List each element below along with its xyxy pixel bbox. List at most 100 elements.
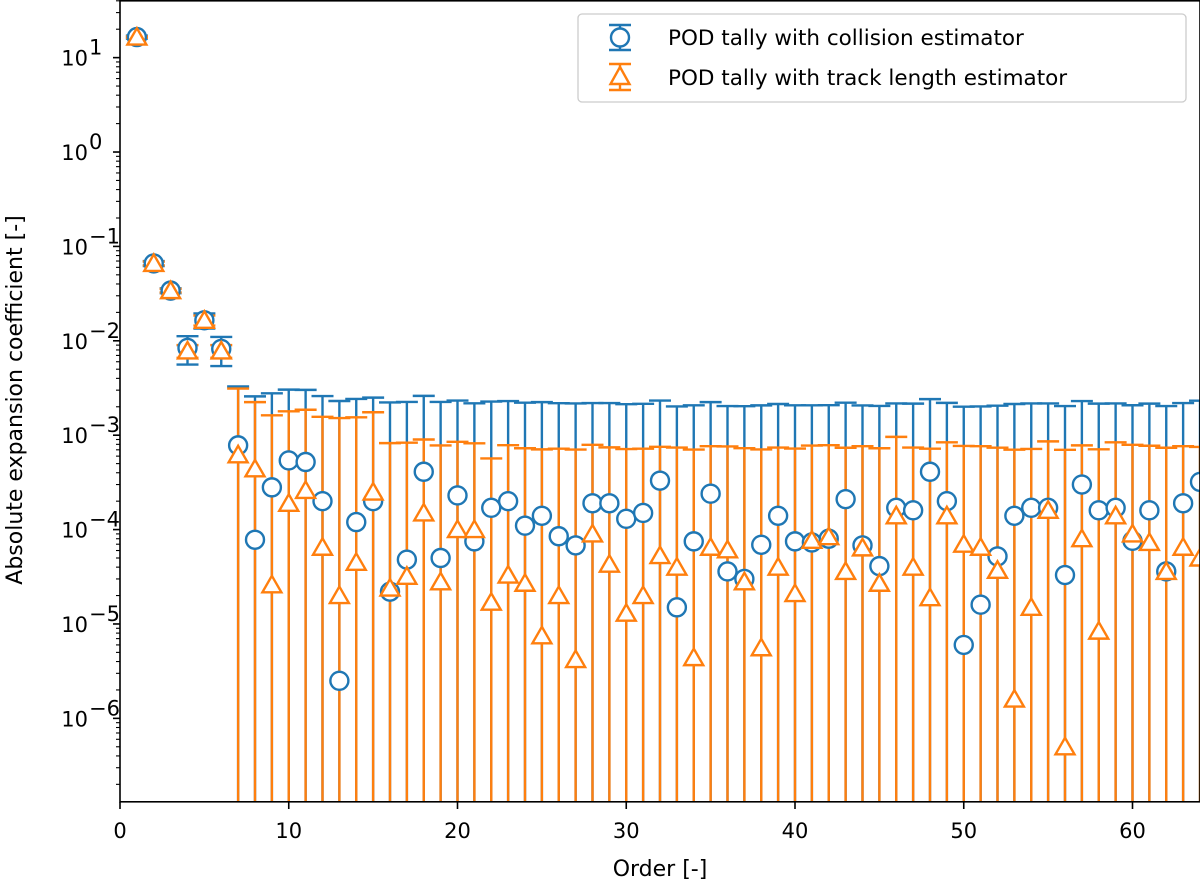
- track-errorbar: [294, 408, 317, 802]
- track-errorbar: [1155, 446, 1178, 802]
- track-point: [530, 624, 554, 645]
- collision-point: [514, 515, 536, 536]
- collision-point: [970, 594, 991, 615]
- plot-frame: [119, 0, 1200, 803]
- collision-point: [1088, 500, 1109, 521]
- track-point: [1137, 531, 1161, 552]
- collision-point: [767, 505, 789, 526]
- track-point: [344, 550, 368, 572]
- track-point: [597, 552, 621, 573]
- track-errorbar: [395, 441, 418, 802]
- collision-point: [683, 531, 704, 552]
- track-point: [496, 563, 520, 584]
- y-tick-label: 10: [61, 707, 88, 731]
- legend: POD tally with collision estimator POD t…: [577, 13, 1187, 103]
- track-point: [361, 480, 385, 501]
- collision-point: [329, 670, 350, 692]
- x-tick-label: 50: [950, 819, 977, 843]
- track-point: [192, 308, 216, 329]
- collision-errorbar: [1189, 399, 1200, 802]
- track-point: [969, 535, 993, 556]
- x-tick-label: 40: [782, 819, 809, 843]
- track-errorbar: [429, 444, 452, 802]
- y-tick-label: 10: [61, 519, 88, 543]
- track-point: [429, 570, 453, 591]
- track-point: [783, 582, 807, 603]
- track-point: [159, 279, 183, 300]
- track-errorbar: [716, 445, 739, 802]
- x-tick-label: 60: [1119, 819, 1146, 843]
- track-point: [1120, 522, 1145, 543]
- y-tick-label: 10: [61, 47, 88, 71]
- collision-point: [481, 497, 502, 519]
- collision-point: [1004, 505, 1025, 526]
- track-point: [850, 536, 875, 557]
- track-point: [327, 584, 351, 605]
- track-point: [901, 555, 925, 576]
- collision-point: [902, 500, 924, 521]
- track-point: [1053, 735, 1077, 756]
- track-point: [732, 570, 756, 591]
- track-point: [867, 571, 891, 592]
- y-tick-exponent: −1: [89, 224, 120, 248]
- collision-point: [413, 461, 434, 482]
- track-point: [479, 590, 503, 611]
- track-point: [1104, 504, 1128, 525]
- y-tick-exponent: −3: [89, 413, 120, 437]
- y-tick-exponent: 1: [89, 36, 102, 60]
- legend-box: [577, 13, 1187, 103]
- track-point: [918, 586, 942, 607]
- track-errorbar: [784, 447, 806, 802]
- collision-point: [632, 502, 654, 524]
- collision-point: [1071, 474, 1093, 495]
- collision-point: [835, 488, 856, 510]
- y-tick-label: 10: [61, 235, 88, 259]
- y-tick-label: 10: [61, 424, 88, 448]
- track-point: [1154, 560, 1178, 581]
- track-point: [985, 558, 1010, 580]
- track-errorbar: [851, 445, 874, 802]
- collision-point: [565, 535, 586, 556]
- collision-point: [346, 511, 367, 533]
- y-tick-label: 10: [61, 330, 88, 354]
- legend-track-swatch: [608, 62, 632, 92]
- track-point: [1188, 546, 1200, 567]
- track-errorbar: [665, 446, 688, 802]
- y-axis-label: Absolute expansion coefficient [-]: [3, 215, 28, 584]
- collision-point: [1139, 500, 1160, 521]
- track-errorbar: [750, 448, 773, 802]
- collision-point: [616, 508, 637, 530]
- track-point: [294, 479, 318, 500]
- track-point: [175, 339, 200, 360]
- track-point: [260, 573, 284, 594]
- legend-collision-label: POD tally with collision estimator: [668, 26, 1024, 51]
- track-errorbar: [1189, 445, 1200, 802]
- collision-point: [447, 485, 468, 506]
- track-point: [614, 601, 638, 622]
- track-point: [699, 535, 723, 556]
- track-errorbar: [1070, 444, 1093, 802]
- collision-point: [261, 477, 283, 498]
- track-point: [1036, 498, 1060, 520]
- collision-point: [430, 547, 451, 569]
- collision-point: [1021, 497, 1042, 519]
- track-errorbar: [733, 447, 756, 802]
- track-point: [125, 25, 149, 46]
- collision-point: [649, 470, 671, 491]
- track-point: [412, 501, 436, 522]
- track-point: [952, 532, 976, 553]
- track-errorbar: [277, 410, 300, 802]
- collision-point: [919, 461, 941, 482]
- track-point: [1171, 535, 1195, 556]
- track-point: [665, 555, 689, 576]
- y-tick-exponent: −4: [89, 508, 120, 532]
- legend-collision-swatch: [609, 23, 631, 52]
- track-point: [547, 584, 571, 605]
- track-point: [277, 491, 301, 512]
- track-point: [935, 504, 959, 525]
- track-point: [1002, 687, 1026, 708]
- collision-point: [1172, 493, 1194, 514]
- collision-point: [278, 450, 299, 471]
